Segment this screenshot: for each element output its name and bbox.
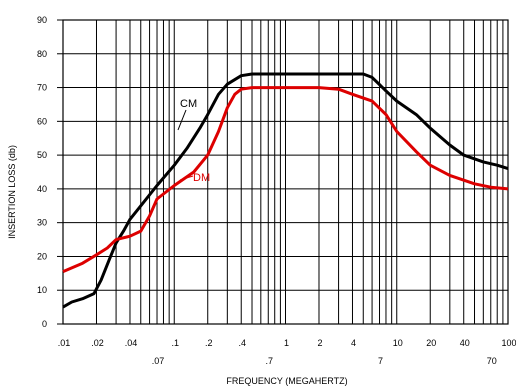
series-lines xyxy=(62,72,509,309)
grid-lines xyxy=(62,19,509,325)
series-line-dm xyxy=(62,86,509,273)
y-tick-labels: 0 10 20 30 40 50 60 70 80 90 xyxy=(37,15,63,329)
x-axis-label: FREQUENCY (MEGAHERTZ) xyxy=(226,376,347,386)
series-label-dm: DM xyxy=(193,172,210,184)
x-tick-label: 4 xyxy=(351,338,356,348)
x-tick-label: 20 xyxy=(426,338,436,348)
series-label-cm: CM xyxy=(180,98,197,110)
x-tick-label: .4 xyxy=(238,338,246,348)
x-tick-label: .07 xyxy=(152,356,165,366)
series-line-cm xyxy=(62,72,509,309)
x-tick-label: .7 xyxy=(266,356,274,366)
y-tick-label: 20 xyxy=(37,251,47,261)
x-tick-label: .2 xyxy=(205,338,213,348)
y-tick-label: 70 xyxy=(37,83,47,93)
x-tick-label: .04 xyxy=(125,338,138,348)
series-label-leader xyxy=(177,109,187,131)
x-tick-label: 2 xyxy=(317,338,322,348)
y-tick-label: 40 xyxy=(37,184,47,194)
x-tick-label: 100 xyxy=(501,338,516,348)
y-tick-label: 30 xyxy=(37,218,47,228)
x-tick-labels: .01 .02 .04 .07 .1 .2 .4 .7 1 2 4 7 10 20 40 70 100 xyxy=(58,338,516,366)
y-tick-label: 10 xyxy=(37,285,47,295)
series-label-leader xyxy=(179,175,194,181)
x-tick-label: 7 xyxy=(378,356,383,366)
x-tick-label: .01 xyxy=(58,338,71,348)
series-labels: CM DM xyxy=(177,98,210,184)
y-tick-label: 90 xyxy=(37,15,47,25)
y-tick-label: 0 xyxy=(42,319,47,329)
x-tick-label: 1 xyxy=(284,338,289,348)
x-tick-label: .1 xyxy=(171,338,179,348)
x-tick-label: 40 xyxy=(460,338,470,348)
y-tick-label: 80 xyxy=(37,49,47,59)
y-tick-label: 60 xyxy=(37,116,47,126)
x-tick-label: 70 xyxy=(487,356,497,366)
y-axis-label: INSERTION LOSS (db) xyxy=(7,145,17,239)
y-tick-label: 50 xyxy=(37,150,47,160)
x-tick-label: .02 xyxy=(91,338,104,348)
x-tick-label: 10 xyxy=(393,338,403,348)
